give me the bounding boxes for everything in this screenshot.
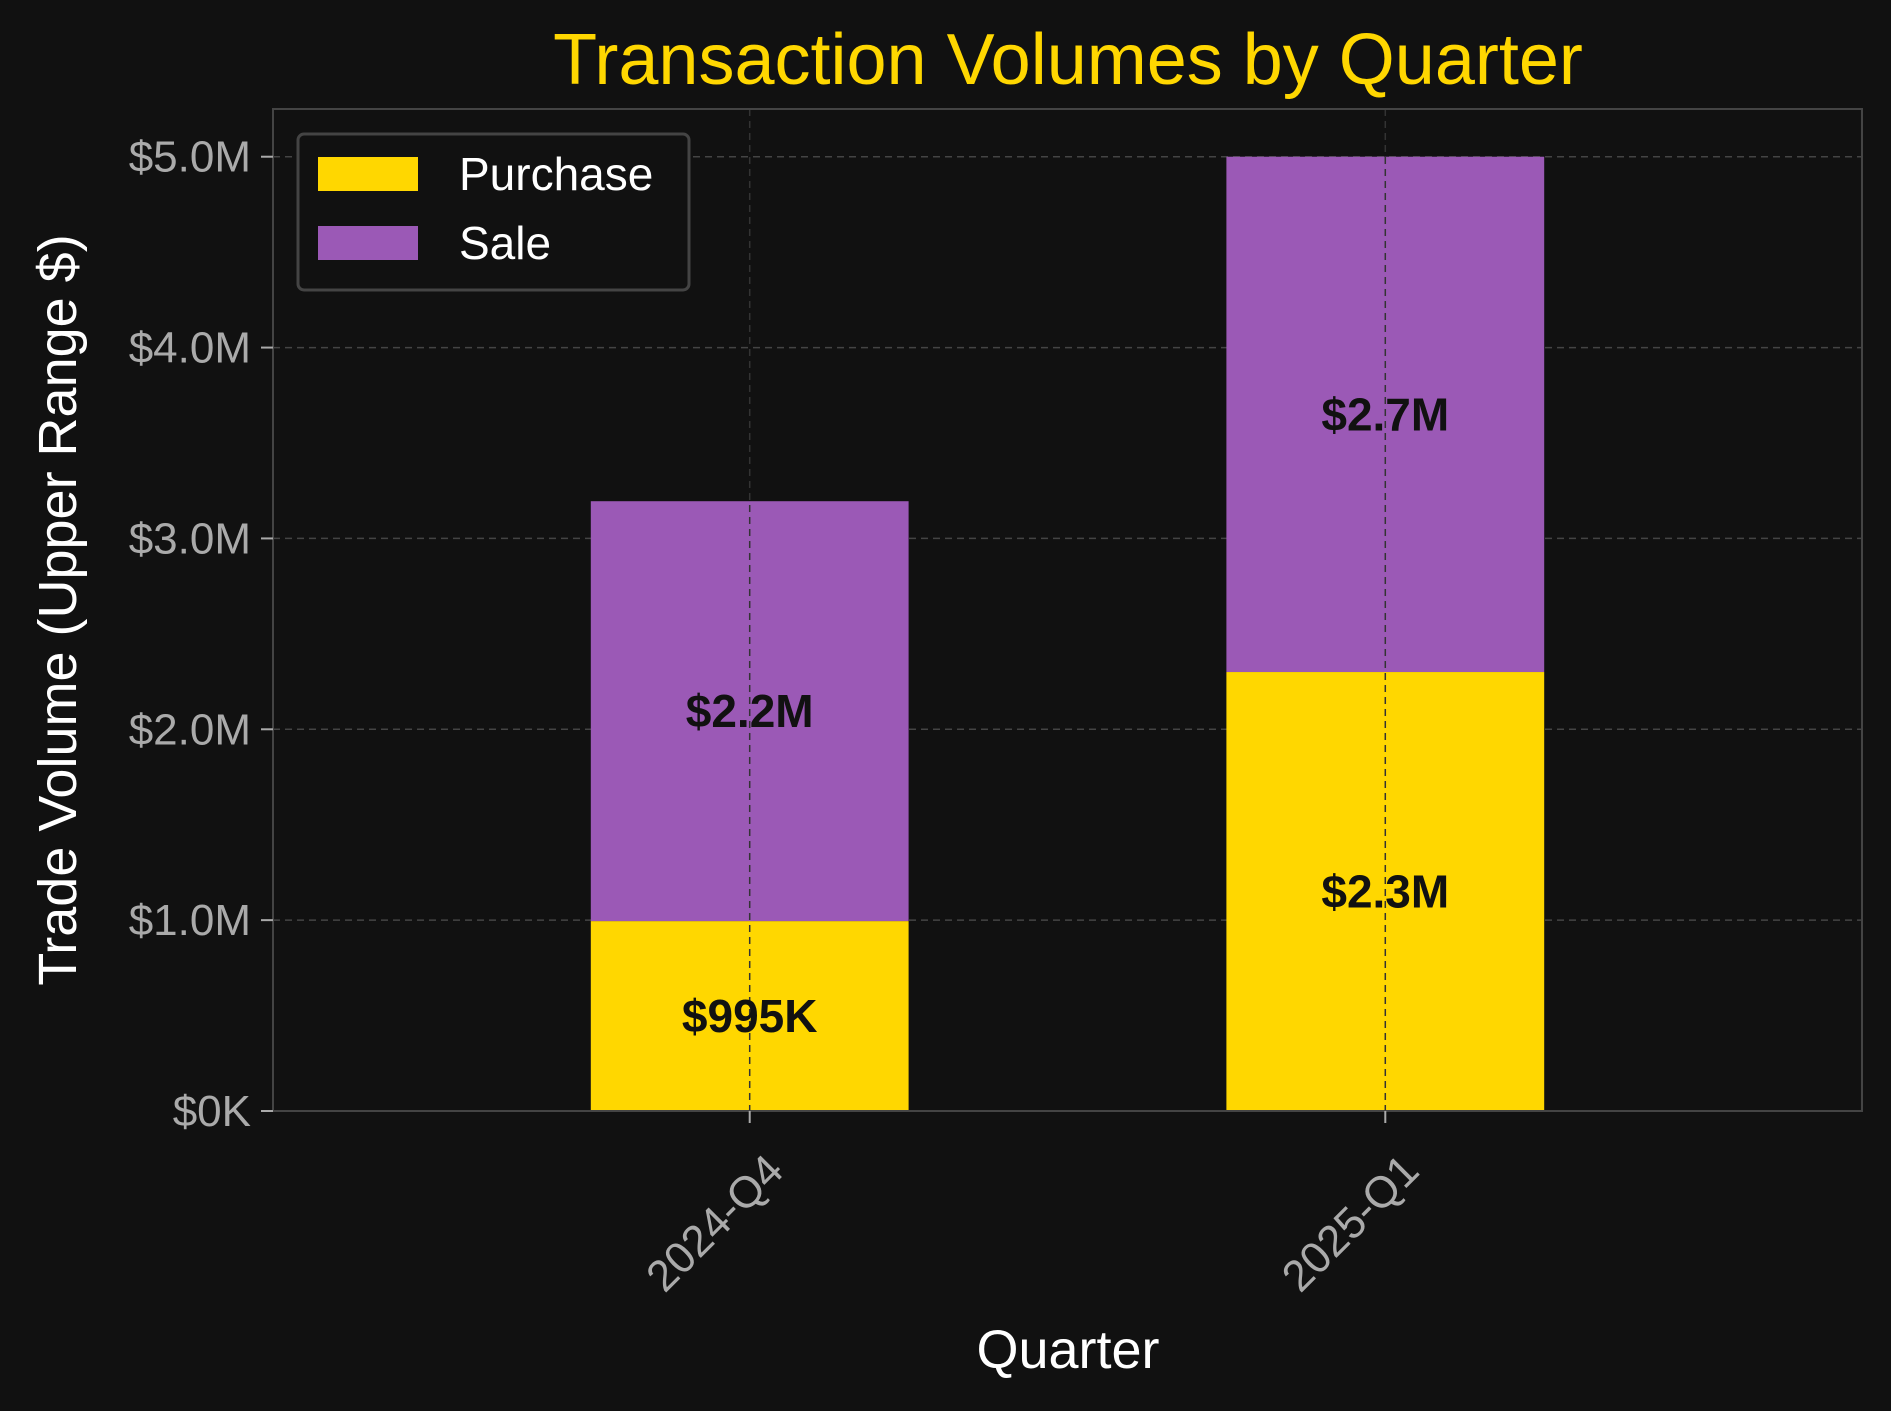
y-tick-label: $0K <box>173 1087 251 1136</box>
bar-value-label: $2.3M <box>1321 866 1449 918</box>
x-axis-label: Quarter <box>976 1320 1159 1380</box>
y-axis-label: Trade Volume (Upper Range $) <box>28 234 88 985</box>
legend: Purchase Sale <box>296 132 691 292</box>
bar-value-label: $2.2M <box>686 685 814 737</box>
y-tick-label: $3.0M <box>129 514 251 563</box>
y-tick-label: $5.0M <box>129 133 251 182</box>
y-tick-label: $1.0M <box>129 896 251 945</box>
chart-title: Transaction Volumes by Quarter <box>553 20 1583 100</box>
legend-swatch-purchase <box>318 157 418 191</box>
bar-labels-layer: $995K $2.2M $2.3M $2.7M <box>682 388 1449 1042</box>
plot-frame <box>272 108 1863 1112</box>
y-tick-label: $2.0M <box>129 705 251 754</box>
bar-value-label: $2.7M <box>1321 388 1449 440</box>
bar-value-label: $995K <box>682 990 818 1042</box>
x-grid-layer <box>748 109 1387 1111</box>
legend-label-purchase: Purchase <box>459 148 653 200</box>
y-tick-label: $4.0M <box>129 324 251 373</box>
legend-label-sale: Sale <box>459 217 551 269</box>
y-ticks-layer: $0K $1.0M $2.0M $3.0M $4.0M $5.0M <box>129 133 273 1136</box>
legend-swatch-sale <box>318 226 418 260</box>
